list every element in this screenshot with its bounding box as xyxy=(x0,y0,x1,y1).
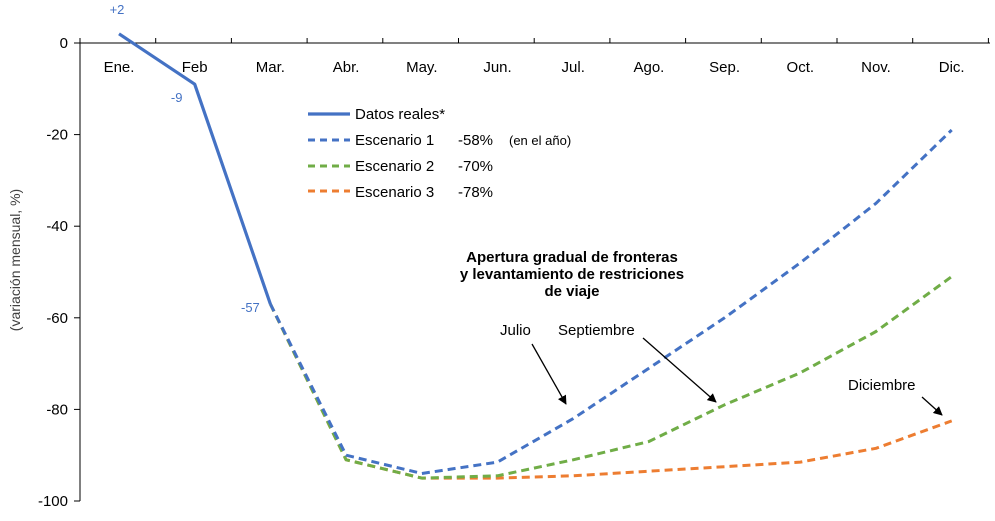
x-tick-label: Abr. xyxy=(333,59,360,76)
series-line-actual xyxy=(118,32,272,305)
annotation-line-1: Apertura gradual de fronteras xyxy=(466,249,678,266)
arrow-septiembre xyxy=(642,337,717,403)
annotation-line-2: y levantamiento de restriciones xyxy=(460,266,684,283)
x-tick-label: Nov. xyxy=(861,59,891,76)
y-tick-label: -100 xyxy=(38,493,68,510)
y-tick-label: 0 xyxy=(60,35,68,52)
x-tick-label: Sep. xyxy=(709,59,740,76)
x-tick-label: Jul. xyxy=(562,59,585,76)
legend-label-s3: Escenario 3 xyxy=(355,184,434,201)
arrow-label-julio: Julio xyxy=(500,322,531,339)
annotation-line-3: de viaje xyxy=(544,283,599,300)
legend-total-s3: -78% xyxy=(458,184,493,201)
legend-label-s2: Escenario 2 xyxy=(355,158,434,175)
x-tick-label: Dic. xyxy=(939,59,965,76)
legend-label-s1: Escenario 1 xyxy=(355,132,434,149)
legend-label-actual: Datos reales* xyxy=(355,106,445,123)
y-tick-label: -80 xyxy=(46,401,68,418)
x-tick-label: Mar. xyxy=(256,59,285,76)
x-tick-label: May. xyxy=(406,59,437,76)
axes: 0 -20 -40 -60 -80 -100 Ene. Feb Mar. Abr. May. Jun.… xyxy=(38,35,990,510)
arrow-diciembre xyxy=(921,396,943,416)
y-tick-label: -60 xyxy=(46,310,68,327)
x-tick-label: Feb xyxy=(182,59,208,76)
x-tick-label: Ago. xyxy=(633,59,664,76)
y-axis-title: (variación mensual, %) xyxy=(7,189,23,331)
data-labels: +2 -9 -57 xyxy=(110,2,260,315)
legend-total-s2: -70% xyxy=(458,158,493,175)
series-line-s1 xyxy=(269,128,953,475)
legend: Datos reales* Escenario 1 -58% (en el añ… xyxy=(308,106,571,201)
data-label: -57 xyxy=(241,300,260,315)
legend-total-s1: -58% xyxy=(458,132,493,149)
annotation-arrows: Julio Septiembre Diciembre xyxy=(500,322,943,416)
series-lines xyxy=(118,32,953,480)
x-tick-label: Ene. xyxy=(104,59,135,76)
data-label: +2 xyxy=(110,2,125,17)
arrow-label-septiembre: Septiembre xyxy=(558,322,635,339)
series-line-s2 xyxy=(269,275,953,480)
x-tick-label: Oct. xyxy=(787,59,815,76)
x-tick-label: Jun. xyxy=(483,59,511,76)
annotation-block: Apertura gradual de fronteras y levantam… xyxy=(460,249,684,300)
y-tick-label: -20 xyxy=(46,127,68,144)
arrow-julio xyxy=(531,343,567,405)
y-tick-label: -40 xyxy=(46,218,68,235)
data-label: -9 xyxy=(171,90,183,105)
arrow-label-diciembre: Diciembre xyxy=(848,377,916,394)
legend-note-s1: (en el año) xyxy=(509,133,571,148)
